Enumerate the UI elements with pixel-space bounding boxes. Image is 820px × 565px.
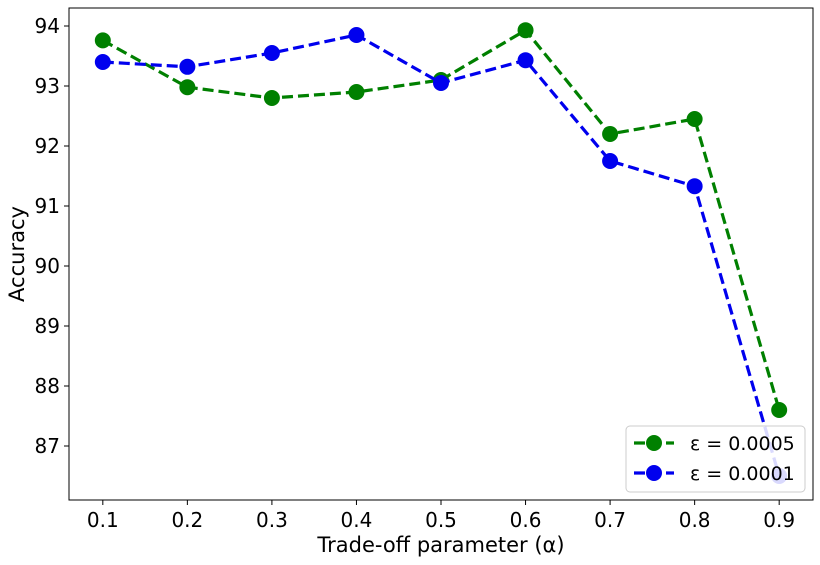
x-tick-label: 0.5 <box>425 508 457 532</box>
series-1-point <box>686 178 703 195</box>
y-tick-label: 91 <box>35 194 60 218</box>
y-tick-label: 93 <box>35 74 60 98</box>
y-tick-label: 90 <box>35 254 60 278</box>
series-0-point <box>602 126 619 142</box>
series-1-point <box>179 58 196 75</box>
series-0-point <box>94 32 111 49</box>
series-1-point <box>433 75 449 91</box>
series-line-1 <box>102 33 781 477</box>
x-tick-label: 0.8 <box>679 508 711 532</box>
series-0-point <box>263 90 280 106</box>
legend-label-0: ε = 0.0005 <box>690 433 795 455</box>
x-axis-ticks: 0.1 0.2 0.3 0.4 0.5 0.6 0.7 0.8 0.9 <box>87 500 795 532</box>
series-0-point <box>771 402 788 418</box>
x-tick-label: 0.1 <box>87 508 119 532</box>
y-tick-label: 87 <box>35 434 60 458</box>
marks-layer <box>94 22 788 484</box>
legend: ε = 0.0005 ε = 0.0001 <box>625 425 806 493</box>
x-axis-label: Trade-off parameter (α) <box>316 533 564 557</box>
series-1-point <box>602 153 619 169</box>
x-tick-label: 0.3 <box>256 508 288 532</box>
y-axis-ticks: 87 88 89 90 91 92 93 94 <box>35 14 69 458</box>
legend-label-1: ε = 0.0001 <box>690 463 795 485</box>
x-tick-label: 0.2 <box>171 508 203 532</box>
series-1-point <box>94 54 111 70</box>
y-tick-label: 88 <box>35 374 60 398</box>
x-tick-label: 0.7 <box>594 508 626 532</box>
series-0-point <box>517 22 534 39</box>
series-0-point <box>686 111 703 127</box>
y-axis-label: Accuracy <box>5 206 29 302</box>
series-1-point <box>517 52 534 69</box>
series-1-point <box>348 27 365 43</box>
series-1-point <box>263 45 280 61</box>
y-tick-label: 92 <box>35 134 60 158</box>
series-0-point <box>179 79 196 96</box>
x-tick-label: 0.4 <box>341 508 373 532</box>
x-tick-label: 0.9 <box>763 508 795 532</box>
y-tick-label: 94 <box>35 14 60 38</box>
series-0-point <box>348 84 365 100</box>
legend-marker-1 <box>646 465 662 481</box>
legend-marker-0 <box>646 435 662 451</box>
y-tick-label: 89 <box>35 314 60 338</box>
x-tick-label: 0.6 <box>510 508 542 532</box>
